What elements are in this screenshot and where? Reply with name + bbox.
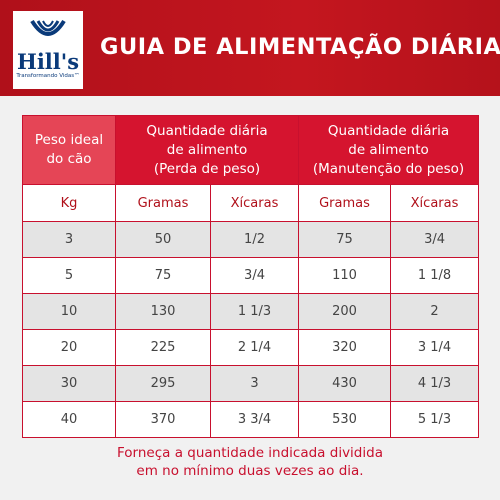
cell: 130 <box>115 293 211 330</box>
logo: Hill's Transformando Vidas™ <box>13 11 83 89</box>
data-row: 30 295 3 430 4 1/3 <box>22 365 480 402</box>
text-line: (Manutenção do peso) <box>312 160 465 177</box>
footer-note: Forneça a quantidade indicada dividida em… <box>0 444 500 480</box>
cell: 3 1/4 <box>390 329 480 366</box>
column-header: Quantidade diária de alimento (Manutenção … <box>298 115 480 185</box>
cell: 225 <box>115 329 211 366</box>
cell: 320 <box>298 329 392 366</box>
unit-header: Gramas <box>298 184 392 222</box>
text-line: em no mínimo duas vezes ao dia. <box>136 463 364 479</box>
unit-header: Xícaras <box>209 184 300 222</box>
cell: 5 1/3 <box>390 401 480 438</box>
cell: 40 <box>22 401 116 438</box>
cell: 2 <box>390 293 480 330</box>
text-line: do cão <box>46 151 92 167</box>
data-row: 20 225 2 1/4 320 3 1/4 <box>22 329 480 366</box>
cell: 50 <box>115 221 211 258</box>
cell: 2 1/4 <box>209 329 300 366</box>
cell: 370 <box>115 401 211 438</box>
column-header: Peso ideal do cão <box>22 115 116 185</box>
cell: 30 <box>22 365 116 402</box>
unit-header: Gramas <box>115 184 211 222</box>
cell: 5 <box>22 257 116 294</box>
text-line: (Perda de peso) <box>153 160 261 177</box>
cell: 3 <box>22 221 116 258</box>
cell: 1 1/8 <box>390 257 480 294</box>
logo-tagline: Transformando Vidas™ <box>16 73 80 79</box>
text-line: Quantidade diária <box>327 122 450 139</box>
cell: 530 <box>298 401 392 438</box>
cell: 200 <box>298 293 392 330</box>
unit-header: Kg <box>22 184 116 222</box>
cell: 3 <box>209 365 300 402</box>
feeding-table: Peso ideal do cão Quantidade diária de alim… <box>22 115 480 438</box>
cell: 10 <box>22 293 116 330</box>
data-row: 5 75 3/4 110 1 1/8 <box>22 257 480 294</box>
text-line: Forneça a quantidade indicada dividida <box>117 445 383 461</box>
data-row: 10 130 1 1/3 200 2 <box>22 293 480 330</box>
header-band: Hill's Transformando Vidas™ GUIA DE ALIM… <box>0 0 500 96</box>
data-row: 3 50 1/2 75 3/4 <box>22 221 480 258</box>
text-line: Peso ideal <box>34 132 104 148</box>
header-row: Peso ideal do cão Quantidade diária de alim… <box>22 115 480 185</box>
data-row: 40 370 3 3/4 530 5 1/3 <box>22 401 480 438</box>
cell: 430 <box>298 365 392 402</box>
unit-header: Xícaras <box>390 184 480 222</box>
logo-mark <box>30 19 66 36</box>
text-line: de alimento <box>166 141 248 158</box>
text-line: de alimento <box>348 141 429 158</box>
cell: 110 <box>298 257 392 294</box>
cell: 75 <box>298 221 392 258</box>
logo-name: Hill's <box>16 49 80 74</box>
cell: 4 1/3 <box>390 365 480 402</box>
cell: 3 3/4 <box>209 401 300 438</box>
cell: 1 1/3 <box>209 293 300 330</box>
cell: 75 <box>115 257 211 294</box>
title: GUIA DE ALIMENTAÇÃO DIÁRIA <box>100 34 500 60</box>
unit-row: Kg Gramas Xícaras Gramas Xícaras <box>22 184 480 222</box>
column-header: Quantidade diária de alimento (Perda de pe… <box>114 115 300 185</box>
cell: 3/4 <box>209 257 300 294</box>
text-line: Quantidade diária <box>146 122 268 139</box>
cell: 3/4 <box>390 221 480 258</box>
cell: 20 <box>22 329 116 366</box>
cell: 1/2 <box>209 221 300 258</box>
cell: 295 <box>115 365 211 402</box>
